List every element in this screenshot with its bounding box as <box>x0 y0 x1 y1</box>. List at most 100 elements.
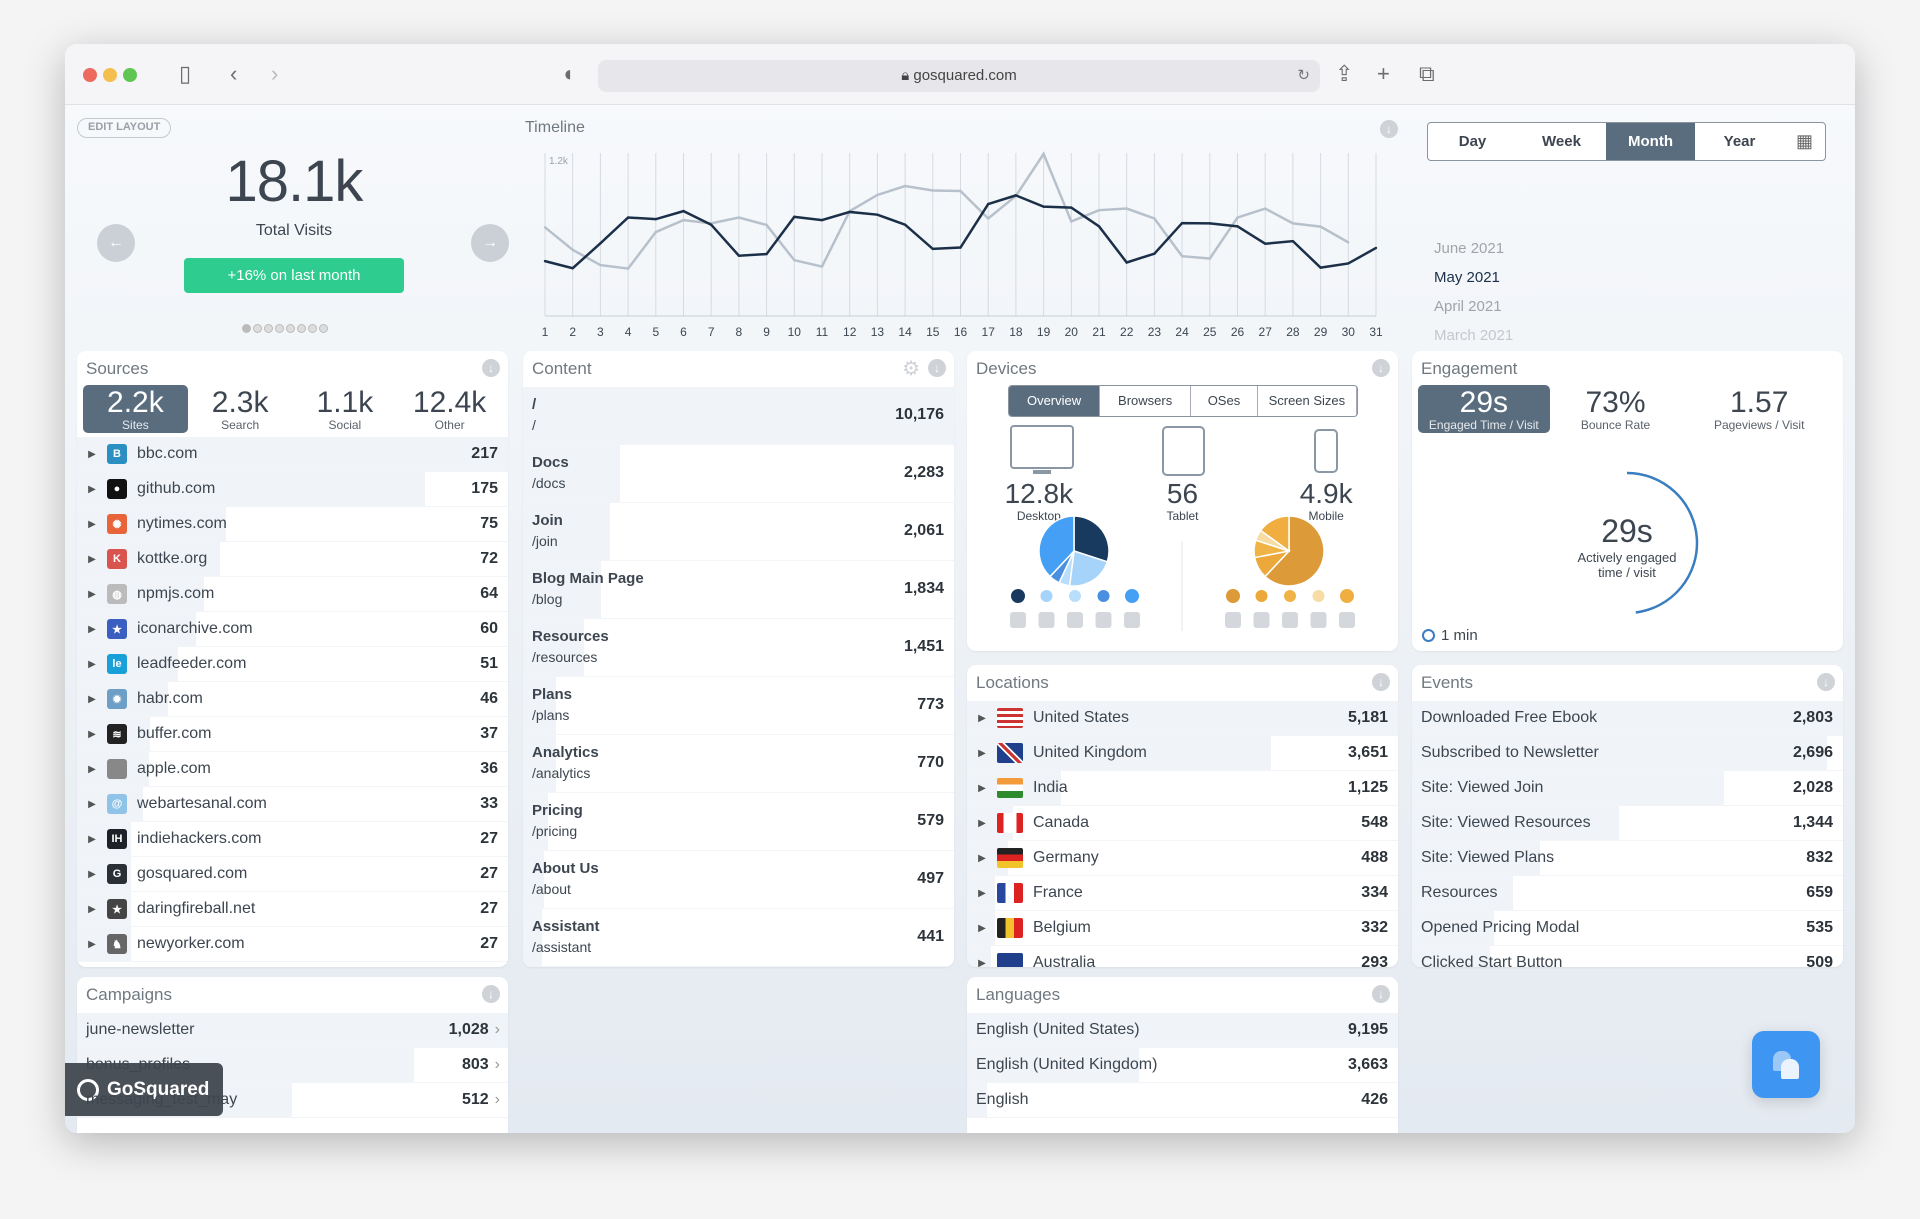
source-row[interactable]: ▶ apple.com 36 <box>77 752 508 787</box>
data-point[interactable] <box>682 209 685 213</box>
stat-tab[interactable]: 73% Bounce Rate <box>1550 385 1682 433</box>
month-item[interactable]: March 2021 <box>1434 327 1514 344</box>
data-point[interactable] <box>682 218 685 222</box>
source-row[interactable]: ▶ ✹ habr.com 46 <box>77 682 508 717</box>
data-point[interactable] <box>1236 225 1239 228</box>
source-row[interactable]: ▶ ★ daringfireball.net 27 <box>77 892 508 927</box>
data-point[interactable] <box>1125 207 1128 210</box>
data-point[interactable] <box>1291 222 1295 225</box>
data-point[interactable] <box>1042 205 1045 208</box>
data-point[interactable] <box>571 266 574 270</box>
expand-icon[interactable]: ▶ <box>88 553 96 565</box>
calendar-icon[interactable]: ▦ <box>1795 131 1813 151</box>
data-point[interactable] <box>903 223 907 226</box>
pager-dot[interactable] <box>319 324 328 333</box>
metric-pager[interactable] <box>242 324 328 333</box>
data-point[interactable] <box>1208 222 1211 225</box>
data-point[interactable] <box>987 217 990 220</box>
data-point[interactable] <box>1097 225 1101 228</box>
content-row[interactable]: Pricing/pricing 579 <box>523 793 954 851</box>
data-point[interactable] <box>1125 261 1128 264</box>
content-row[interactable]: Analytics/analytics 770 <box>523 735 954 793</box>
address-bar[interactable]: 🔒︎ gosquared.com ↻ <box>598 60 1320 92</box>
source-row[interactable]: ▶ ✺ nytimes.com 75 <box>77 507 508 542</box>
data-point[interactable] <box>876 213 879 216</box>
event-row[interactable]: Opened Pricing Modal 535 <box>1412 911 1843 946</box>
tab-overview[interactable]: Overview <box>1009 386 1101 416</box>
expand-icon[interactable]: ▶ <box>978 922 986 934</box>
data-point[interactable] <box>987 202 990 206</box>
source-row[interactable]: ▶ @ webartesanal.com 33 <box>77 787 508 822</box>
download-icon[interactable]: ↓ <box>1372 359 1390 377</box>
data-point[interactable] <box>1374 246 1378 250</box>
tab-screen-sizes[interactable]: Screen Sizes <box>1258 386 1357 416</box>
campaign-row[interactable]: june-newsletter 1,028 › <box>77 1013 508 1048</box>
data-point[interactable] <box>626 267 630 270</box>
event-row[interactable]: Downloaded Free Ebook 2,803 <box>1412 701 1843 736</box>
content-row[interactable]: Blog Main Page/blog 1,834 <box>523 561 954 619</box>
range-option-day[interactable]: Day <box>1458 133 1487 150</box>
expand-icon[interactable]: ▶ <box>978 887 986 899</box>
data-point[interactable] <box>820 218 824 222</box>
expand-icon[interactable]: ▶ <box>978 817 986 829</box>
source-row[interactable]: ▶ IH indiehackers.com 27 <box>77 822 508 857</box>
data-point[interactable] <box>793 215 796 219</box>
expand-icon[interactable]: ▶ <box>88 868 96 880</box>
expand-icon[interactable]: ▶ <box>88 483 96 495</box>
content-row[interactable]: Assistant/assistant 441 <box>523 909 954 967</box>
location-row[interactable]: ▶ Germany 488 <box>967 841 1398 876</box>
pager-dot[interactable] <box>297 324 306 333</box>
content-row[interactable]: About Us/about 497 <box>523 851 954 909</box>
data-point[interactable] <box>848 210 851 214</box>
data-point[interactable] <box>710 223 713 226</box>
data-point[interactable] <box>543 259 547 263</box>
source-row[interactable]: ▶ ◍ npmjs.com 64 <box>77 577 508 612</box>
data-point[interactable] <box>1070 206 1073 209</box>
data-point[interactable] <box>1180 255 1184 258</box>
expand-icon[interactable]: ▶ <box>978 852 986 864</box>
source-row[interactable]: ▶ le leadfeeder.com 51 <box>77 647 508 682</box>
pager-dot[interactable] <box>242 324 251 333</box>
event-row[interactable]: Site: Viewed Resources 1,344 <box>1412 806 1843 841</box>
location-row[interactable]: ▶ United Kingdom 3,651 <box>967 736 1398 771</box>
range-option-week[interactable]: Week <box>1542 133 1581 150</box>
campaign-row[interactable]: bonus_profiles 803 › <box>77 1048 508 1083</box>
expand-icon[interactable]: ▶ <box>88 798 96 810</box>
location-row[interactable]: ▶ Australia 293 <box>967 946 1398 967</box>
source-row[interactable]: ▶ ≋ buffer.com 37 <box>77 717 508 752</box>
expand-icon[interactable]: ▶ <box>88 588 96 600</box>
data-point[interactable] <box>793 258 796 262</box>
new-tab-icon[interactable]: + <box>1377 61 1390 86</box>
prev-metric-button[interactable]: ← <box>97 224 135 262</box>
stat-tab[interactable]: 12.4k Other <box>397 385 502 433</box>
expand-icon[interactable]: ▶ <box>88 903 96 915</box>
data-point[interactable] <box>931 189 934 192</box>
content-row[interactable]: / / 10,176 <box>523 387 954 445</box>
expand-icon[interactable]: ▶ <box>88 833 96 845</box>
chat-button[interactable] <box>1752 1031 1820 1098</box>
month-item[interactable]: May 2021 <box>1434 269 1500 286</box>
download-icon[interactable]: ↓ <box>482 985 500 1003</box>
tab-browsers[interactable]: Browsers <box>1100 386 1192 416</box>
data-point[interactable] <box>571 248 574 252</box>
location-row[interactable]: ▶ India 1,125 <box>967 771 1398 806</box>
gear-icon[interactable]: ⚙ <box>902 358 920 380</box>
event-row[interactable]: Clicked Start Button 509 <box>1412 946 1843 967</box>
download-icon[interactable]: ↓ <box>482 359 500 377</box>
mobile-pie-slice[interactable] <box>1263 516 1325 587</box>
data-point[interactable] <box>765 223 768 227</box>
minimize-window-button[interactable] <box>103 68 117 82</box>
pager-dot[interactable] <box>264 324 273 333</box>
reload-icon[interactable]: ↻ <box>1297 67 1310 84</box>
pager-dot[interactable] <box>286 324 295 333</box>
data-point[interactable] <box>959 189 962 193</box>
data-point[interactable] <box>626 216 630 219</box>
pager-dot[interactable] <box>275 324 284 333</box>
data-point[interactable] <box>654 230 657 234</box>
language-row[interactable]: English 426 <box>967 1083 1398 1118</box>
chevron-right-icon[interactable]: › <box>494 1091 500 1108</box>
data-point[interactable] <box>931 247 934 251</box>
edit-layout-button[interactable]: EDIT LAYOUT <box>77 118 172 138</box>
month-item[interactable]: April 2021 <box>1434 298 1502 315</box>
